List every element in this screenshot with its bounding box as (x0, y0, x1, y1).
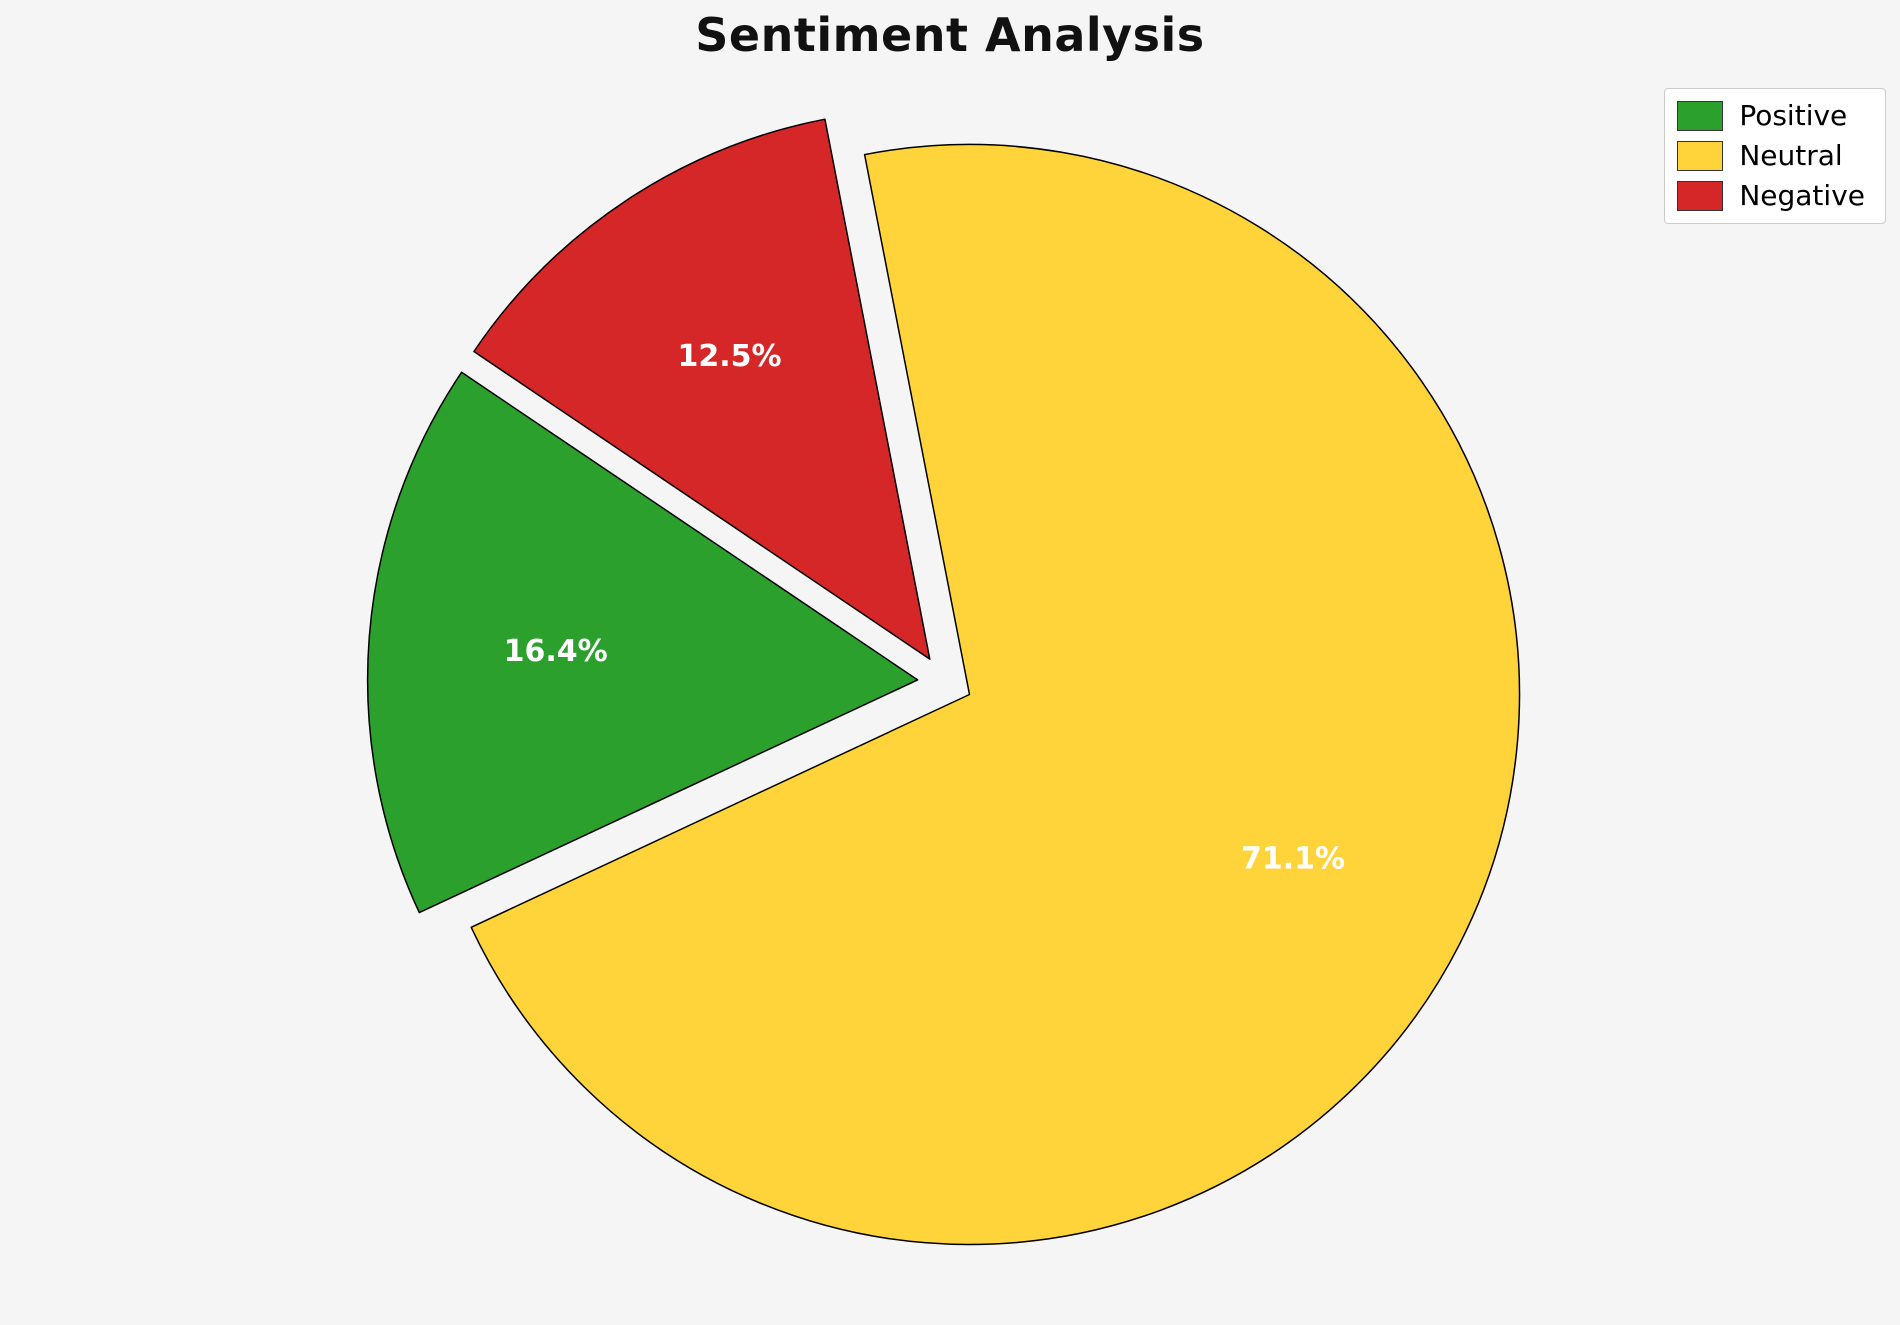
legend: Positive Neutral Negative (1664, 88, 1886, 224)
chart-title: Sentiment Analysis (695, 8, 1205, 62)
legend-swatch-positive-icon (1677, 101, 1724, 131)
legend-item-negative: Negative (1677, 181, 1865, 211)
percent-label-neutral: 71.1% (1241, 842, 1345, 877)
pie-slice-positive (366, 371, 919, 914)
pie-slice-neutral (470, 143, 1521, 1246)
percent-label-negative: 12.5% (677, 339, 781, 374)
legend-item-neutral: Neutral (1677, 141, 1865, 171)
legend-label-positive: Positive (1739, 99, 1848, 132)
legend-swatch-negative-icon (1677, 181, 1724, 211)
legend-label-neutral: Neutral (1739, 139, 1843, 172)
legend-label-negative: Negative (1739, 179, 1865, 212)
legend-swatch-neutral-icon (1677, 141, 1724, 171)
legend-item-positive: Positive (1677, 101, 1865, 131)
percent-label-positive: 16.4% (504, 634, 608, 669)
pie-slice-negative (473, 118, 931, 660)
